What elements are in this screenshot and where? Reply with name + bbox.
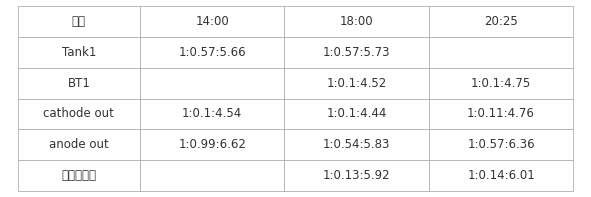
Bar [429,160,573,191]
Text: 증류탑하부: 증류탑하부 [61,169,96,182]
Bar [140,98,284,129]
Bar [429,37,573,68]
Bar [284,129,429,160]
Text: 14:00: 14:00 [195,15,229,28]
Text: 20:25: 20:25 [484,15,518,28]
Bar [18,129,140,160]
Text: 1:0.13:5.92: 1:0.13:5.92 [323,169,391,182]
Bar [284,6,429,37]
Bar [18,98,140,129]
Bar [284,98,429,129]
Text: anode out: anode out [49,138,109,151]
Bar [429,129,573,160]
Bar [140,37,284,68]
Bar [18,37,140,68]
Bar [284,37,429,68]
Text: 1:0.57:6.36: 1:0.57:6.36 [467,138,535,151]
Text: 시간: 시간 [72,15,86,28]
Text: 1:0.57:5.66: 1:0.57:5.66 [178,46,246,59]
Text: 1:0.14:6.01: 1:0.14:6.01 [467,169,535,182]
Text: 1:0.99:6.62: 1:0.99:6.62 [178,138,246,151]
Bar [140,6,284,37]
Bar [140,160,284,191]
Text: Tank1: Tank1 [61,46,96,59]
Bar [18,68,140,98]
Bar [18,6,140,37]
Text: 1:0.57:5.73: 1:0.57:5.73 [323,46,391,59]
Text: 1:0.1:4.75: 1:0.1:4.75 [471,77,531,90]
Text: 18:00: 18:00 [340,15,374,28]
Bar [140,68,284,98]
Bar [429,6,573,37]
Bar [18,160,140,191]
Text: 1:0.1:4.52: 1:0.1:4.52 [326,77,387,90]
Bar [429,98,573,129]
Bar [429,68,573,98]
Bar [284,160,429,191]
Text: 1:0.1:4.54: 1:0.1:4.54 [182,107,242,120]
Bar [284,68,429,98]
Bar [140,129,284,160]
Text: 1:0.1:4.44: 1:0.1:4.44 [326,107,387,120]
Text: BT1: BT1 [67,77,90,90]
Text: 1:0.54:5.83: 1:0.54:5.83 [323,138,390,151]
Text: cathode out: cathode out [43,107,114,120]
Text: 1:0.11:4.76: 1:0.11:4.76 [467,107,535,120]
